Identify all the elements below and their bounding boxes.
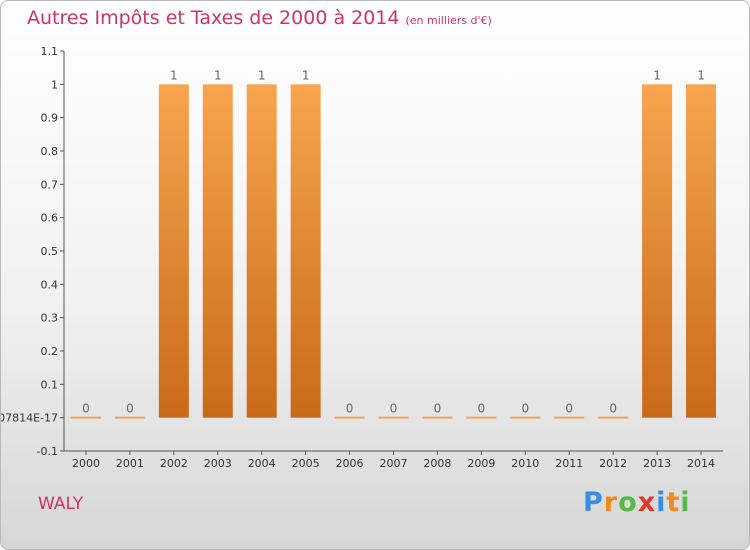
x-tick-label: 2002 xyxy=(160,457,188,470)
data-label: 1 xyxy=(653,68,661,82)
y-tick-label: 0.8 xyxy=(41,145,59,158)
data-label: 0 xyxy=(126,402,134,416)
y-tick-label: 1.3877787807814E-17 xyxy=(1,412,58,425)
title-unit: (en milliers d'€) xyxy=(405,14,492,27)
data-label: 0 xyxy=(565,402,573,416)
logo-letter: o xyxy=(618,487,638,518)
data-label: 0 xyxy=(609,402,617,416)
y-tick-label: 0.7 xyxy=(41,178,59,191)
y-tick-label: 0.9 xyxy=(41,112,59,125)
title-main: Autres Impôts et Taxes de 2000 à 2014 xyxy=(27,7,400,29)
x-tick-label: 2008 xyxy=(423,457,451,470)
bar xyxy=(202,84,233,418)
bar xyxy=(158,84,189,418)
y-tick-label: 0.5 xyxy=(41,245,59,258)
data-label: 1 xyxy=(302,68,310,82)
data-label: 0 xyxy=(390,402,398,416)
bar xyxy=(246,84,277,418)
y-tick-label: 0.2 xyxy=(41,345,59,358)
y-tick-label: -0.1 xyxy=(37,445,58,458)
x-tick-label: 2014 xyxy=(687,457,715,470)
axes: -0.1 1.3877787807814E-17 0.1 0.2 0.3 0.4 0.5 0.… xyxy=(1,45,723,470)
data-label: 0 xyxy=(82,402,90,416)
x-tick-label: 2004 xyxy=(248,457,276,470)
x-tick-label: 2011 xyxy=(555,457,583,470)
x-tick-label: 2009 xyxy=(467,457,495,470)
y-tick-label: 0.1 xyxy=(41,378,59,391)
proxiti-logo: Proxiti xyxy=(583,487,691,518)
logo-letter: i xyxy=(680,487,691,518)
data-label: 1 xyxy=(170,68,178,82)
x-tick-label: 2007 xyxy=(380,457,408,470)
data-labels: 0 0 1 1 1 1 0 0 0 0 0 0 0 1 1 xyxy=(82,68,705,415)
bar xyxy=(642,84,673,418)
x-tick-label: 2006 xyxy=(336,457,364,470)
bar xyxy=(686,84,717,418)
logo-letter: r xyxy=(603,487,619,518)
bar xyxy=(290,84,321,418)
data-label: 0 xyxy=(346,402,354,416)
logo-letter: t xyxy=(666,487,681,518)
y-tick-label: 0.3 xyxy=(41,312,59,325)
data-label: 0 xyxy=(434,402,442,416)
x-tick-label: 2005 xyxy=(292,457,320,470)
y-tick-label: 0.4 xyxy=(41,278,59,291)
commune-name: WALY xyxy=(38,494,84,514)
data-label: 1 xyxy=(214,68,222,82)
y-tick-label: 1 xyxy=(51,78,58,91)
logo-letter: i xyxy=(656,487,667,518)
y-tick-label: 0.6 xyxy=(41,212,59,225)
data-label: 1 xyxy=(697,68,705,82)
bars xyxy=(70,84,717,419)
x-tick-label: 2010 xyxy=(511,457,539,470)
data-label: 0 xyxy=(521,402,529,416)
x-tick-label: 2000 xyxy=(72,457,100,470)
chart-title: Autres Impôts et Taxes de 2000 à 2014 (en… xyxy=(27,7,492,29)
x-tick-label: 2001 xyxy=(116,457,144,470)
logo-letter: x xyxy=(637,487,657,518)
x-tick-label: 2003 xyxy=(204,457,232,470)
x-tick-label: 2012 xyxy=(599,457,627,470)
data-label: 1 xyxy=(258,68,266,82)
x-tick-label: 2013 xyxy=(643,457,671,470)
logo-letter: P xyxy=(583,487,604,518)
y-tick-label: 1.1 xyxy=(41,45,59,58)
data-label: 0 xyxy=(478,402,486,416)
